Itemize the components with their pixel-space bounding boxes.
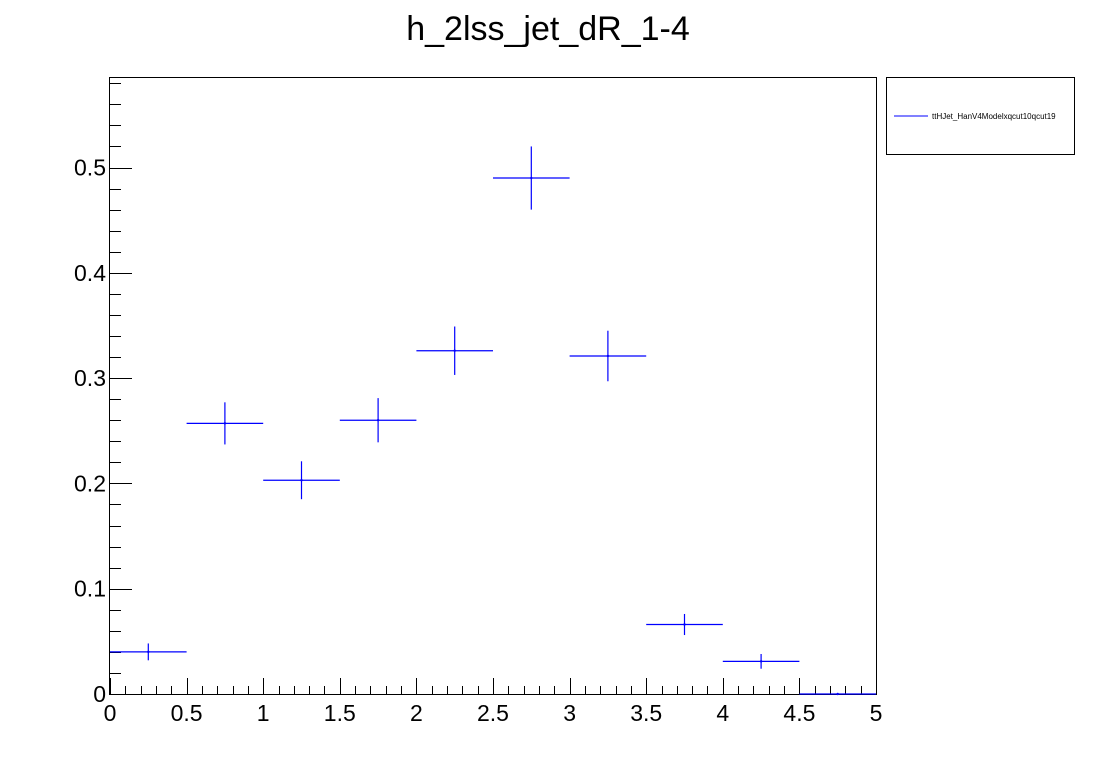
legend-entry-label: ttHJet_HanV4Modelxqcut10qcut19 bbox=[932, 112, 1056, 121]
data-point bbox=[493, 146, 570, 210]
point-marker bbox=[759, 660, 763, 663]
point-marker bbox=[606, 354, 610, 358]
point-marker bbox=[453, 349, 456, 352]
data-point bbox=[186, 402, 264, 445]
point-marker bbox=[300, 479, 303, 482]
x-tick-label: 2 bbox=[410, 700, 423, 726]
point-marker bbox=[683, 623, 686, 626]
y-tick-label: 0.3 bbox=[74, 365, 106, 391]
x-tick-label: 4 bbox=[716, 700, 729, 726]
y-tick-label: 0.5 bbox=[74, 155, 106, 181]
x-tick-label: 3 bbox=[563, 700, 576, 726]
data-point bbox=[646, 613, 723, 636]
data-point bbox=[416, 326, 493, 375]
x-tick-label: 0.5 bbox=[171, 700, 203, 726]
data-point bbox=[722, 653, 800, 669]
y-tick-label: 0.2 bbox=[74, 470, 106, 496]
x-tick-label: 1.5 bbox=[324, 700, 356, 726]
data-series bbox=[110, 146, 876, 696]
point-marker bbox=[376, 419, 380, 422]
data-point bbox=[263, 461, 340, 500]
x-tick-label: 1 bbox=[257, 700, 270, 726]
x-tick-label: 5 bbox=[870, 700, 883, 726]
x-tick-label: 0 bbox=[104, 700, 117, 726]
x-tick-label: 3.5 bbox=[630, 700, 662, 726]
point-marker bbox=[223, 422, 227, 425]
axis-tick-labels: 0 0.5 1 1.5 2 2.5 3 3.5 4 4.5 5 0 0.1 0.2 0.3 0.4 0.5 bbox=[74, 155, 882, 726]
data-point bbox=[569, 330, 647, 382]
data-point bbox=[339, 398, 417, 443]
x-tick-label: 4.5 bbox=[783, 700, 815, 726]
y-tick-label: 0.4 bbox=[74, 260, 106, 286]
data-point bbox=[799, 692, 876, 696]
point-marker bbox=[530, 176, 533, 180]
y-tick-label: 0.1 bbox=[74, 576, 106, 602]
plot-frame bbox=[109, 77, 877, 695]
y-tick-label: 0 bbox=[93, 681, 106, 707]
point-marker bbox=[836, 692, 839, 696]
legend: ttHJet_HanV4Modelxqcut10qcut19 bbox=[886, 77, 1075, 155]
point-marker bbox=[147, 650, 150, 654]
x-tick-label: 2.5 bbox=[477, 700, 509, 726]
axis-ticks bbox=[110, 83, 877, 695]
data-point bbox=[110, 643, 187, 661]
chart-title: h_2lss_jet_dR_1-4 bbox=[406, 10, 690, 48]
